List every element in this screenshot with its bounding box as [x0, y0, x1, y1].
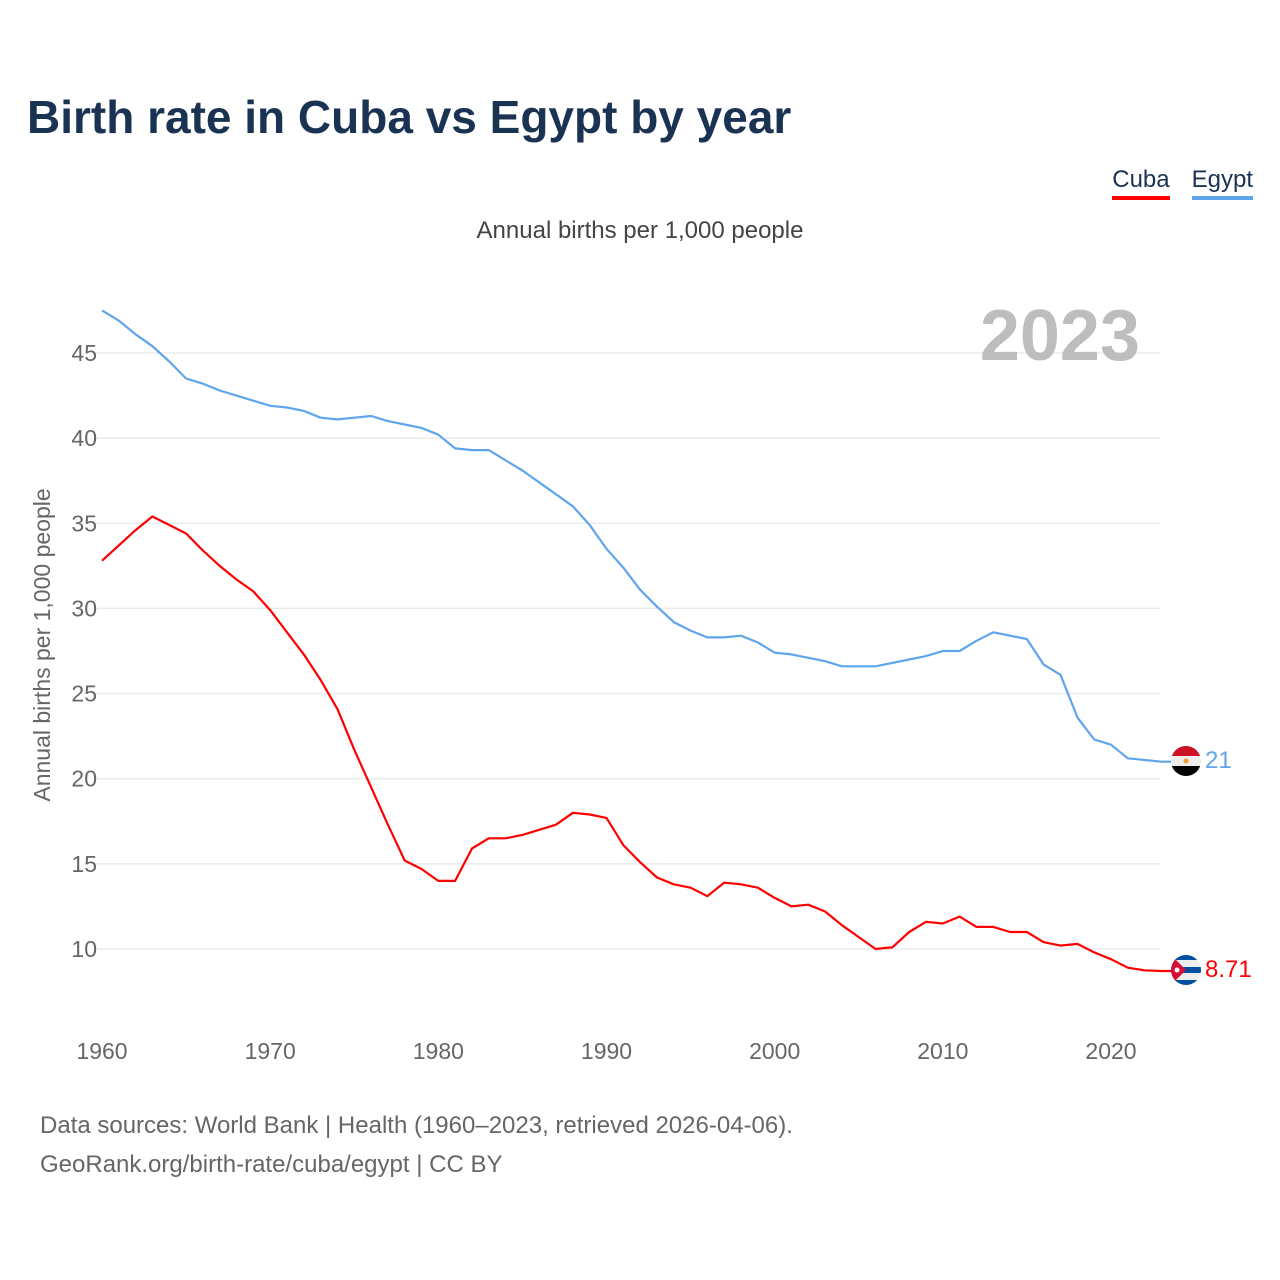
legend: Cuba Egypt	[1112, 166, 1253, 200]
source-line: Data sources: World Bank | Health (1960–…	[40, 1112, 793, 1139]
egypt-flag-icon	[1171, 746, 1201, 776]
y-tick-label: 40	[71, 425, 97, 451]
x-tick-label: 2010	[917, 1038, 968, 1064]
x-tick-label: 1990	[581, 1038, 632, 1064]
y-tick-label: 20	[71, 766, 97, 792]
x-tick-label: 2020	[1085, 1038, 1136, 1064]
y-tick-label: 15	[71, 851, 97, 877]
cuba-end-label: 8.71	[1205, 956, 1252, 983]
y-tick-label: 35	[71, 510, 97, 536]
cuba-flag-icon	[1171, 955, 1201, 985]
y-tick-label: 10	[71, 936, 97, 962]
x-tick-label: 2000	[749, 1038, 800, 1064]
x-tick-label: 1980	[413, 1038, 464, 1064]
legend-cuba[interactable]: Cuba	[1112, 166, 1170, 200]
x-tick-label: 1970	[245, 1038, 296, 1064]
source-note: Data sources: World Bank | Health (1960–…	[40, 1106, 793, 1184]
year-watermark: 2023	[980, 296, 1140, 376]
legend-egypt[interactable]: Egypt	[1191, 166, 1253, 200]
chart-title: Birth rate in Cuba vs Egypt by year	[27, 91, 792, 143]
series-line-cuba[interactable]	[101, 515, 1172, 973]
y-tick-label: 25	[71, 681, 97, 707]
y-tick-label: 45	[71, 340, 97, 366]
y-tick-label: 30	[71, 595, 97, 621]
series-line-egypt[interactable]	[101, 309, 1172, 763]
source-url[interactable]: GeoRank.org/birth-rate/cuba/egypt | CC B…	[40, 1151, 503, 1178]
chart-subtitle: Annual births per 1,000 people	[476, 217, 804, 244]
x-tick-label: 1960	[76, 1038, 127, 1064]
y-axis-label: Annual births per 1,000 people	[29, 488, 55, 801]
egypt-end-label: 21	[1205, 747, 1232, 774]
